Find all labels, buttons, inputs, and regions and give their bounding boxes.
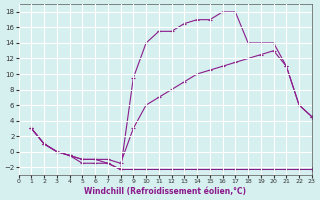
X-axis label: Windchill (Refroidissement éolien,°C): Windchill (Refroidissement éolien,°C) [84,187,246,196]
